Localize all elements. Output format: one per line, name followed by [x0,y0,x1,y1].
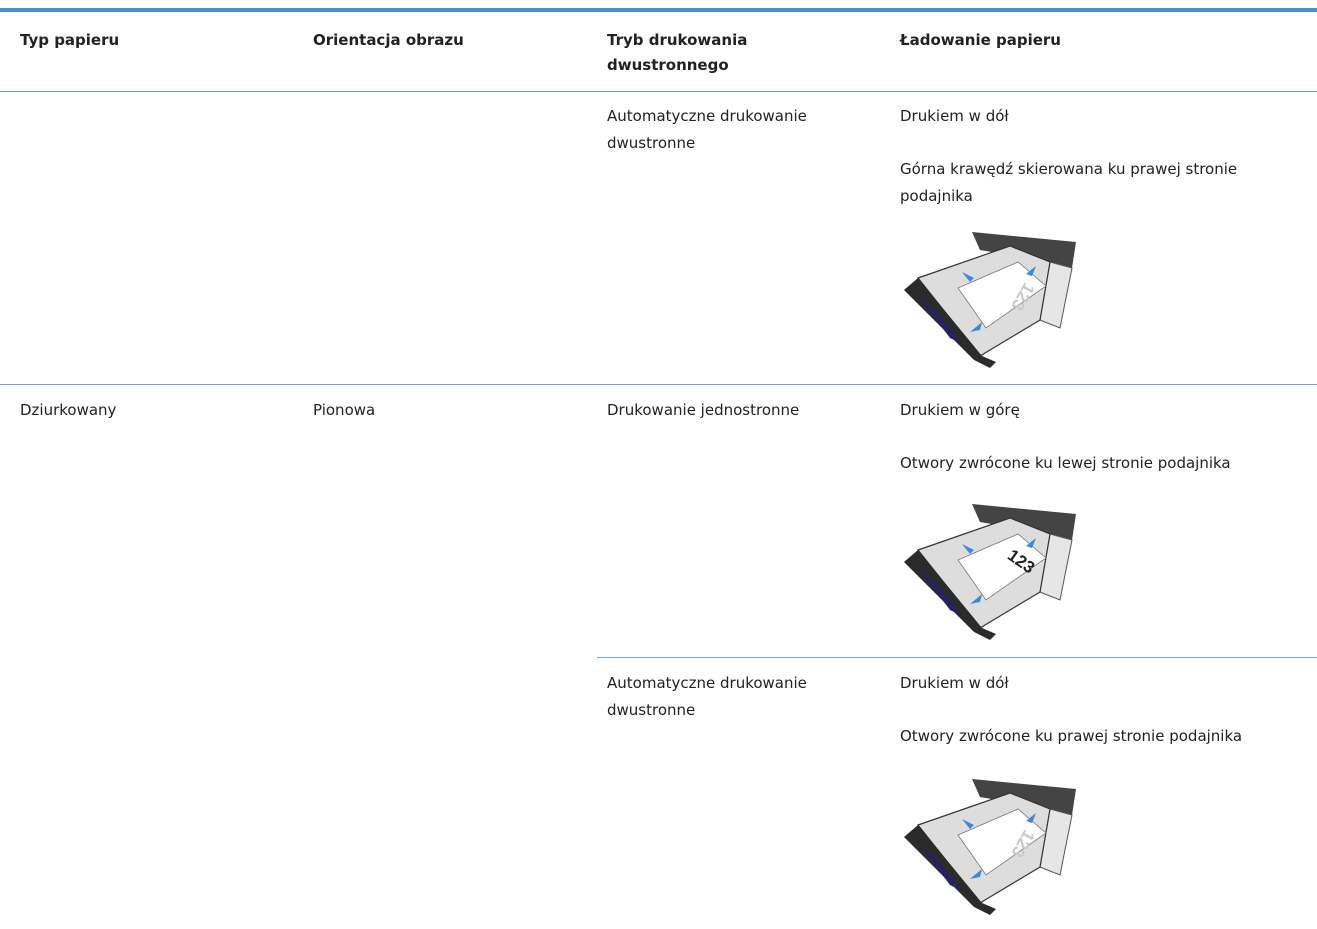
guide-arrow [1026,266,1036,276]
tray-cover [972,504,1076,540]
paper [957,261,1047,329]
loading-text: Drukiem w górę [900,401,1020,419]
tray-window [920,845,962,891]
duplex-mode: Automatyczne drukowanie dwustronne [607,107,807,152]
orientation: Pionowa [313,401,376,419]
tray-illustration: 123 [904,779,1076,915]
tray-illustration: 123 [904,232,1076,368]
guide-arrow [1026,538,1036,548]
loading-text: Drukiem w dół [900,107,1009,125]
tray-window [920,570,962,616]
header-rule [0,91,1317,92]
guide-arrow [962,544,974,554]
loading-text: Otwory zwrócone ku prawej stronie podajn… [900,727,1243,745]
tray-front [904,278,996,368]
row-rule [0,384,1317,385]
tray-cover [972,779,1076,815]
guide-arrow [1026,813,1036,823]
paper [957,808,1047,876]
tray-illustration: 123 [904,504,1076,640]
paper-type: Dziurkowany [20,401,117,419]
tray-front [904,825,996,915]
guide-arrow [962,272,974,282]
guide-arrow [970,322,982,332]
duplex-mode: Drukowanie jednostronne [607,401,800,419]
header-cell: Ładowanie papieru [900,31,1061,49]
loading-text: Drukiem w dół [900,674,1009,692]
header-cell: Orientacja obrazu [313,31,464,49]
loading-text: Górna krawędź skierowana ku prawej stron… [900,160,1238,205]
loading-text: Otwory zwrócone ku lewej stronie podajni… [900,454,1231,472]
header-cell: Tryb drukowania dwustronnego [607,31,748,74]
guide-arrow [970,869,982,879]
duplex-mode: Automatyczne drukowanie dwustronne [607,674,807,719]
tray-front [904,550,996,640]
header-cell: Typ papieru [20,31,120,49]
paper [957,533,1047,601]
row-rule [597,657,1317,658]
guide-arrow [970,594,982,604]
tray-window [920,298,962,344]
guide-arrow [962,819,974,829]
tray-cover [972,232,1076,268]
top-bar [0,8,1317,12]
